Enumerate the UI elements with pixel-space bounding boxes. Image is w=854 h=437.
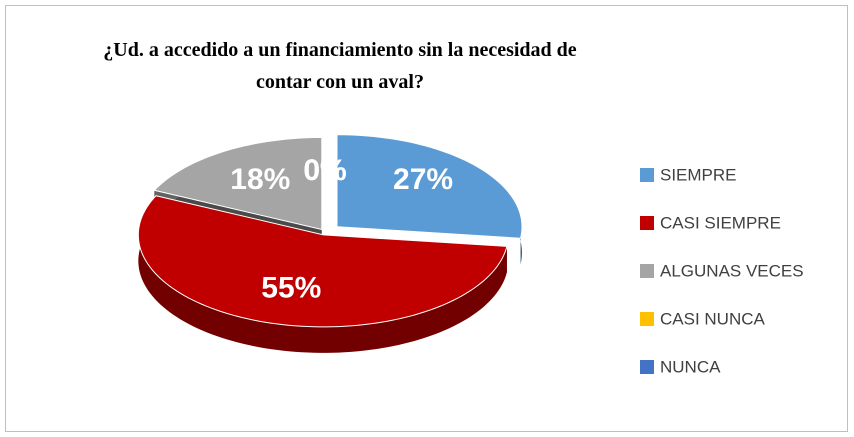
chart-title: ¿Ud. a accedido a un financiamiento sin … <box>103 39 577 93</box>
legend-swatch <box>640 168 654 182</box>
data-label: 27% <box>393 163 453 196</box>
slice <box>137 195 508 328</box>
slice <box>153 136 323 231</box>
legend-label: CASI NUNCA <box>660 309 766 328</box>
legend-label: CASI SIEMPRE <box>660 213 781 232</box>
data-label: 55% <box>261 272 321 305</box>
data-label: 18% <box>230 163 290 196</box>
legend-label: ALGUNAS VECES <box>660 261 804 280</box>
legend-swatch <box>640 312 654 326</box>
legend-swatch <box>640 216 654 230</box>
legend-label: NUNCA <box>660 357 721 376</box>
legend-swatch <box>640 264 654 278</box>
data-label: 0% <box>303 154 346 187</box>
legend-swatch <box>640 360 654 374</box>
slice <box>336 134 523 239</box>
data-label: 0% <box>303 154 346 187</box>
legend-label: SIEMPRE <box>660 165 737 184</box>
